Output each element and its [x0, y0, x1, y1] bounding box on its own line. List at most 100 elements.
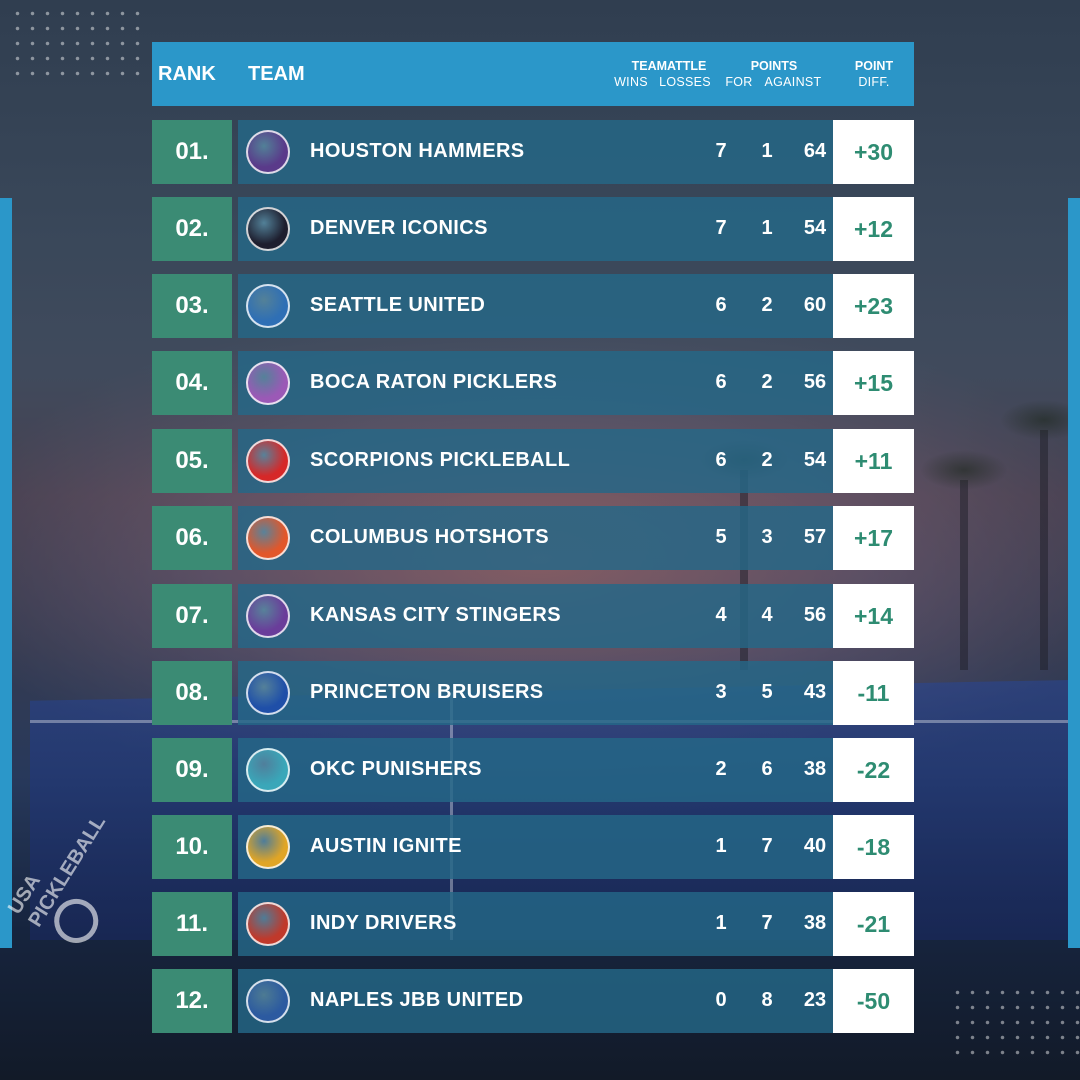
point-diff-cell: +30 — [833, 120, 914, 184]
dot-pattern — [950, 985, 1080, 1055]
standings-header: RANK TEAM TEAMATTLE WINS LOSSES POINTS F… — [152, 42, 914, 106]
losses-value: 2 — [761, 371, 773, 393]
points-for-value: 54 — [803, 449, 827, 471]
rank-cell: 06. — [152, 506, 232, 570]
wins-value: 2 — [715, 758, 727, 780]
header-wins: WINS — [614, 75, 648, 89]
okc-punishers-logo-icon — [246, 748, 290, 792]
point-diff-cell: +15 — [833, 351, 914, 415]
losses-value: 7 — [761, 912, 773, 934]
team-name: KANSAS CITY STINGERS — [310, 604, 561, 626]
rank-cell: 09. — [152, 738, 232, 802]
rank-cell: 11. — [152, 892, 232, 956]
losses-value: 4 — [761, 604, 773, 626]
point-diff-cell: -11 — [833, 661, 914, 725]
header-team: TEAM — [248, 63, 305, 85]
team-name: INDY DRIVERS — [310, 912, 457, 934]
wins-value: 6 — [715, 294, 727, 316]
wins-value: 6 — [715, 449, 727, 471]
table-row: 07.KANSAS CITY STINGERS445642+14 — [152, 584, 914, 648]
point-diff-cell: +17 — [833, 506, 914, 570]
table-row: 06.COLUMBUS HOTSHOTS535740+17 — [152, 506, 914, 570]
team-name: DENVER ICONICS — [310, 217, 488, 239]
right-accent-bar — [1068, 198, 1080, 948]
team-name: OKC PUNISHERS — [310, 758, 482, 780]
point-diff-cell: -50 — [833, 969, 914, 1033]
header-teamattle: TEAMATTLE — [631, 59, 707, 73]
team-cell: AUSTIN IGNITE174058 — [238, 815, 874, 879]
losses-value: 3 — [761, 526, 773, 548]
austin-ignite-logo-icon — [246, 825, 290, 869]
team-cell: SCORPIONS PICKLEBALL625443 — [238, 429, 874, 493]
table-row: 03.SEATTLE UNITED626037+23 — [152, 274, 914, 338]
rank-cell: 05. — [152, 429, 232, 493]
team-name: NAPLES JBB UNITED — [310, 989, 524, 1011]
point-diff-cell: -18 — [833, 815, 914, 879]
team-cell: INDY DRIVERS173859 — [238, 892, 874, 956]
team-cell: HOUSTON HAMMERS716434 — [238, 120, 874, 184]
houston-hammers-logo-icon — [246, 130, 290, 174]
losses-value: 1 — [761, 140, 773, 162]
columbus-hotshots-logo-icon — [246, 516, 290, 560]
wins-value: 6 — [715, 371, 727, 393]
points-for-value: 57 — [803, 526, 827, 548]
losses-value: 1 — [761, 217, 773, 239]
point-diff-cell: +14 — [833, 584, 914, 648]
header-diff: DIFF. — [858, 75, 890, 89]
seattle-united-logo-icon — [246, 284, 290, 328]
wins-value: 1 — [715, 835, 727, 857]
team-cell: KANSAS CITY STINGERS445642 — [238, 584, 874, 648]
losses-value: 6 — [761, 758, 773, 780]
team-name: PRINCETON BRUISERS — [310, 681, 544, 703]
table-row: 11.INDY DRIVERS173859-21 — [152, 892, 914, 956]
losses-value: 2 — [761, 449, 773, 471]
wins-value: 0 — [715, 989, 727, 1011]
team-cell: DENVER ICONICS715442 — [238, 197, 874, 261]
header-points: POINTS — [750, 59, 798, 73]
team-name: HOUSTON HAMMERS — [310, 140, 525, 162]
points-for-value: 23 — [803, 989, 827, 1011]
denver-iconics-logo-icon — [246, 207, 290, 251]
rank-cell: 08. — [152, 661, 232, 725]
rank-cell: 02. — [152, 197, 232, 261]
team-cell: NAPLES JBB UNITED082373 — [238, 969, 874, 1033]
header-losses: LOSSES — [659, 75, 711, 89]
points-for-value: 56 — [803, 371, 827, 393]
point-diff-cell: +11 — [833, 429, 914, 493]
table-row: 08.PRINCETON BRUISERS354354-11 — [152, 661, 914, 725]
kansas-city-stingers-logo-icon — [246, 594, 290, 638]
team-name: BOCA RATON PICKLERS — [310, 371, 558, 393]
team-cell: COLUMBUS HOTSHOTS535740 — [238, 506, 874, 570]
palm-tree — [920, 450, 1008, 670]
table-row: 10.AUSTIN IGNITE174058-18 — [152, 815, 914, 879]
team-name: SEATTLE UNITED — [310, 294, 486, 316]
team-name: AUSTIN IGNITE — [310, 835, 462, 857]
wins-value: 1 — [715, 912, 727, 934]
rank-cell: 10. — [152, 815, 232, 879]
wins-value: 5 — [715, 526, 727, 548]
naples-jbb-united-logo-icon — [246, 979, 290, 1023]
dot-pattern — [10, 6, 140, 76]
points-for-value: 64 — [803, 140, 827, 162]
point-diff-cell: -22 — [833, 738, 914, 802]
header-rank: RANK — [158, 63, 216, 85]
rank-cell: 03. — [152, 274, 232, 338]
points-for-value: 56 — [803, 604, 827, 626]
team-cell: PRINCETON BRUISERS354354 — [238, 661, 874, 725]
point-diff-cell: -21 — [833, 892, 914, 956]
rank-cell: 07. — [152, 584, 232, 648]
table-row: 09.OKC PUNISHERS263860-22 — [152, 738, 914, 802]
indy-drivers-logo-icon — [246, 902, 290, 946]
points-for-value: 43 — [803, 681, 827, 703]
losses-value: 7 — [761, 835, 773, 857]
wins-value: 3 — [715, 681, 727, 703]
princeton-bruisers-logo-icon — [246, 671, 290, 715]
rank-cell: 12. — [152, 969, 232, 1033]
team-name: SCORPIONS PICKLEBALL — [310, 449, 571, 471]
table-row: 12.NAPLES JBB UNITED082373-50 — [152, 969, 914, 1033]
points-for-value: 38 — [803, 912, 827, 934]
point-diff-cell: +23 — [833, 274, 914, 338]
team-name: COLUMBUS HOTSHOTS — [310, 526, 550, 548]
losses-value: 8 — [761, 989, 773, 1011]
table-row: 02.DENVER ICONICS715442+12 — [152, 197, 914, 261]
